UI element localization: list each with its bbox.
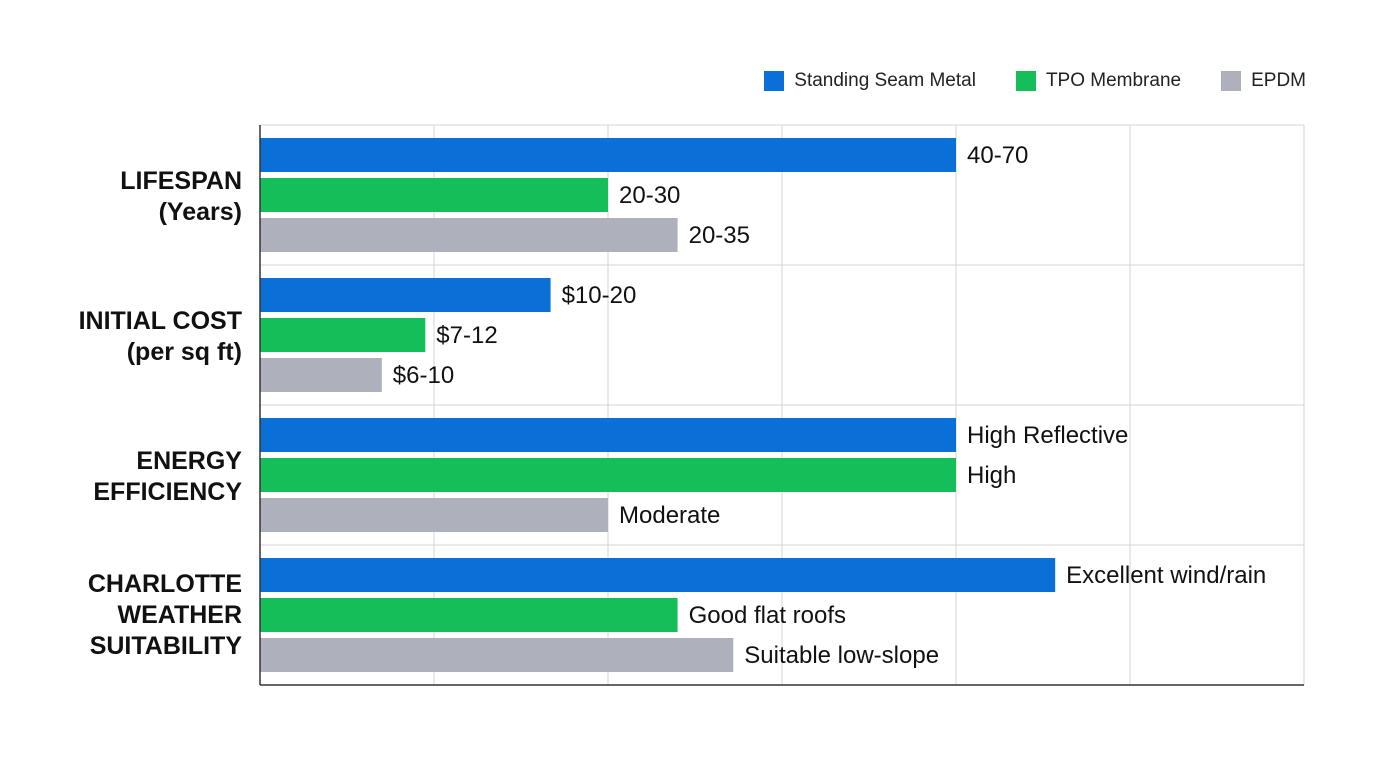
- bar: [260, 358, 382, 392]
- bar: [260, 218, 678, 252]
- bar-value-label: Good flat roofs: [689, 602, 846, 629]
- bar: [260, 418, 956, 452]
- category-label-initial-cost: INITIAL COST (per sq ft): [79, 306, 242, 368]
- legend-item-metal: Standing Seam Metal: [764, 70, 976, 92]
- category-label-line: (per sq ft): [126, 338, 242, 366]
- legend-label-metal: Standing Seam Metal: [794, 70, 976, 91]
- bar-value-label: Moderate: [619, 502, 720, 529]
- category-label-energy-efficiency: ENERGY EFFICIENCY: [93, 446, 242, 508]
- legend-item-epdm: EPDM: [1221, 70, 1306, 92]
- category-label-line: CHARLOTTE: [87, 570, 242, 598]
- bar: [260, 318, 426, 352]
- category-label-line: (Years): [158, 198, 242, 226]
- bar-value-label: $10-20: [562, 282, 637, 309]
- bar-value-label: 20-30: [619, 182, 680, 209]
- legend-swatch-epdm: [1221, 71, 1242, 91]
- bar-value-label: High: [967, 462, 1016, 489]
- legend-swatch-tpo: [1015, 71, 1036, 91]
- bar-value-label: High Reflective: [967, 422, 1128, 449]
- category-label-line: WEATHER: [117, 601, 242, 629]
- legend-item-tpo: TPO Membrane: [1015, 70, 1182, 92]
- bar-value-label: Suitable low-slope: [744, 642, 939, 669]
- category-label-lifespan: LIFESPAN (Years): [120, 166, 242, 228]
- category-label-line: ENERGY: [136, 447, 242, 475]
- bar-value-label: $6-10: [393, 362, 454, 389]
- legend: Standing Seam Metal TPO Membrane EPDM: [764, 70, 1306, 92]
- bar: [260, 638, 734, 672]
- bar-value-label: $7-12: [436, 322, 497, 349]
- bar: [260, 498, 608, 532]
- bar: [260, 598, 678, 632]
- bar-value-label: Excellent wind/rain: [1066, 562, 1266, 589]
- bar: [260, 178, 608, 212]
- category-label-weather-suitability: CHARLOTTE WEATHER SUITABILITY: [88, 569, 242, 662]
- bar: [260, 458, 956, 492]
- bar: [260, 558, 1056, 592]
- bar: [260, 138, 956, 172]
- legend-label-epdm: EPDM: [1251, 70, 1306, 91]
- bar-value-label: 40-70: [967, 142, 1028, 169]
- category-label-line: LIFESPAN: [120, 167, 242, 195]
- category-label-line: INITIAL COST: [78, 307, 242, 335]
- legend-swatch-metal: [764, 71, 785, 91]
- bar-value-label: 20-35: [689, 222, 750, 249]
- category-label-line: SUITABILITY: [89, 632, 242, 660]
- bar: [260, 278, 551, 312]
- legend-label-tpo: TPO Membrane: [1045, 70, 1182, 91]
- category-label-line: EFFICIENCY: [93, 478, 242, 506]
